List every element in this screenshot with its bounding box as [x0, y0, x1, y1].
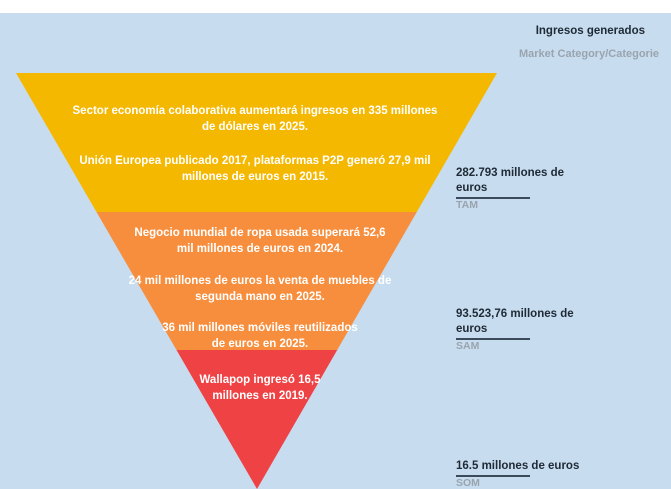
som-value-line-1: 16.5 millones de euros [456, 460, 580, 472]
tam-label: TAM [456, 199, 478, 211]
legend-title: Ingresos generados [535, 25, 645, 37]
tam-fact-2: Unión Europea publicado 2017, plataforma… [79, 155, 431, 183]
sam-fact-3: 36 mil millones móviles reutilizados de … [162, 322, 358, 350]
som-fact-1: Wallapop ingresó 16,5 millones en 2019. [199, 374, 321, 402]
tam-value-line-1: 282.793 millones de [456, 167, 565, 179]
funnel-segment-tam [16, 73, 497, 212]
sam-fact-2: 24 mil millones de euros la venta de mue… [128, 275, 392, 303]
sam-value-line-2: euros [456, 323, 488, 335]
sam-label: SAM [456, 340, 480, 352]
som-label: SOM [456, 477, 480, 489]
funnel-segment-sam [96, 212, 417, 350]
tam-value-line-2: euros [456, 182, 488, 194]
funnel-segment-som [176, 350, 338, 489]
sam-fact-1: Negocio mundial de ropa usada superará 5… [134, 227, 386, 255]
som-underline [456, 475, 530, 477]
funnel-canvas: Ingresos generados Market Category/Categ… [0, 13, 671, 489]
tam-value-block: 282.793 millones de euros TAM [456, 166, 564, 211]
sam-value-line-1: 93.523,76 millones de [456, 308, 574, 320]
tam-underline [456, 197, 530, 199]
sam-value-block: 93.523,76 millones de euros SAM [456, 307, 574, 352]
legend-subtitle: Market Category/Categorie [519, 48, 659, 60]
sam-underline [456, 338, 530, 340]
tam-fact-1: Sector economía colaborativa aumentará i… [72, 105, 438, 133]
som-value-block: 16.5 millones de euros SOM [456, 459, 579, 489]
funnel-graphic [16, 73, 497, 489]
